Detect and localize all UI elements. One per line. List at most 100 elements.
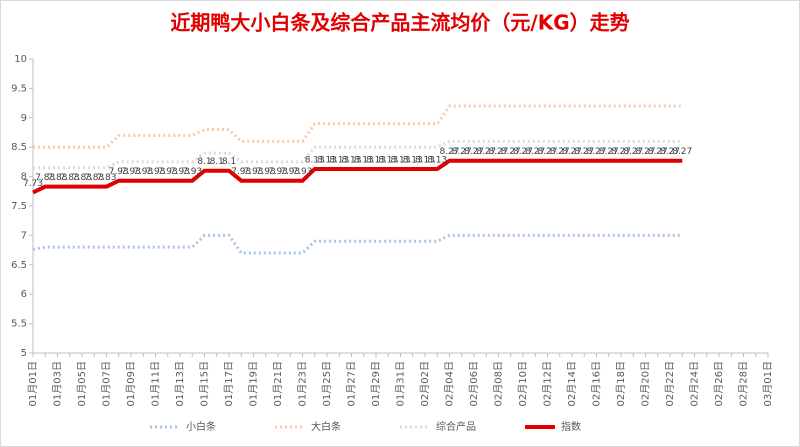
x-tick-label: 02月24日 xyxy=(689,361,701,406)
data-label: 7.93 xyxy=(268,167,288,177)
x-tick-label: 01月15日 xyxy=(199,361,211,406)
data-label: 7.93 xyxy=(158,167,178,177)
x-tick-label: 02月06日 xyxy=(468,361,480,406)
data-label: 8.27 xyxy=(525,147,545,157)
legend-label: 大白条 xyxy=(311,420,341,433)
data-label: 8.27 xyxy=(623,147,643,157)
data-label: 7.93 xyxy=(280,167,300,177)
data-label: 7.83 xyxy=(96,173,116,183)
data-label: 7.83 xyxy=(84,173,104,183)
data-label: 8.1 xyxy=(197,157,211,167)
data-label: 8.13 xyxy=(390,155,410,165)
data-label: 8.27 xyxy=(648,147,668,157)
data-label: 7.93 xyxy=(292,167,312,177)
x-tick-label: 02月08日 xyxy=(493,361,505,406)
data-label: 7.83 xyxy=(60,173,80,183)
data-label: 8.13 xyxy=(366,155,386,165)
data-label: 8.13 xyxy=(341,155,361,165)
x-tick-label: 01月17日 xyxy=(223,361,235,406)
series-line xyxy=(33,139,683,170)
data-label: 8.13 xyxy=(329,155,349,165)
data-label: 8.27 xyxy=(464,147,484,157)
data-label: 8.27 xyxy=(501,147,521,157)
data-label: 7.93 xyxy=(109,167,129,177)
y-tick-label: 9 xyxy=(21,113,27,124)
y-tick-label: 9.5 xyxy=(11,83,27,94)
data-label: 8.13 xyxy=(427,155,447,165)
x-tick-label: 02月04日 xyxy=(444,361,456,406)
data-label: 8.27 xyxy=(439,147,459,157)
series-line xyxy=(32,158,683,195)
x-tick-label: 01月13日 xyxy=(174,361,186,406)
data-label: 8.27 xyxy=(611,147,631,157)
data-label: 8.13 xyxy=(354,155,374,165)
data-label: 8.1 xyxy=(210,157,224,167)
x-tick-label: 01月23日 xyxy=(297,361,309,406)
y-tick-label: 8.5 xyxy=(11,142,27,153)
data-label: 8.1 xyxy=(222,157,236,167)
x-tick-label: 01月09日 xyxy=(125,361,137,406)
data-label: 8.27 xyxy=(660,147,680,157)
data-label: 8.27 xyxy=(562,147,582,157)
data-label: 7.93 xyxy=(182,167,202,177)
data-label: 7.83 xyxy=(47,173,67,183)
data-label: 8.13 xyxy=(317,155,337,165)
x-tick-label: 01月21日 xyxy=(272,361,284,406)
x-tick-label: 02月16日 xyxy=(591,361,603,406)
x-tick-label: 02月26日 xyxy=(713,361,725,406)
data-label: 8.13 xyxy=(305,155,325,165)
data-label: 8.27 xyxy=(476,147,496,157)
data-label: 8.27 xyxy=(586,147,606,157)
x-tick-label: 02月20日 xyxy=(640,361,652,406)
data-label: 8.13 xyxy=(403,155,423,165)
data-label: 8.27 xyxy=(537,147,557,157)
y-tick-label: 7.5 xyxy=(11,201,27,212)
data-label: 7.93 xyxy=(243,167,263,177)
data-label: 8.27 xyxy=(672,147,692,157)
data-label: 8.27 xyxy=(488,147,508,157)
data-label: 7.73 xyxy=(23,179,43,189)
x-tick-label: 02月18日 xyxy=(615,361,627,406)
y-tick-label: 5 xyxy=(21,348,27,359)
data-label: 7.93 xyxy=(231,167,251,177)
x-tick-label: 02月02日 xyxy=(419,361,431,406)
data-label: 7.93 xyxy=(256,167,276,177)
series-line xyxy=(32,233,683,255)
x-tick-label: 02月14日 xyxy=(566,361,578,406)
data-label: 8.27 xyxy=(574,147,594,157)
x-tick-label: 01月25日 xyxy=(321,361,333,406)
x-tick-label: 01月05日 xyxy=(76,361,88,406)
legend-label: 小白条 xyxy=(186,420,216,433)
x-tick-label: 02月12日 xyxy=(542,361,554,406)
x-tick-label: 01月11日 xyxy=(150,361,162,406)
data-label: 8.27 xyxy=(635,147,655,157)
data-label: 8.13 xyxy=(415,155,435,165)
chart-title: 近期鸭大小白条及综合产品主流均价（元/KG）走势 xyxy=(170,11,629,35)
legend-label: 综合产品 xyxy=(436,420,476,433)
y-tick-label: 6.5 xyxy=(11,260,27,271)
x-tick-label: 02月22日 xyxy=(664,361,676,406)
data-label: 7.93 xyxy=(121,167,141,177)
data-label: 8.27 xyxy=(513,147,533,157)
data-label: 8.27 xyxy=(599,147,619,157)
legend-label: 指数 xyxy=(561,420,581,433)
y-tick-label: 7 xyxy=(21,230,27,241)
x-tick-label: 01月07日 xyxy=(101,361,113,406)
data-label: 8.13 xyxy=(378,155,398,165)
x-tick-label: 01月19日 xyxy=(248,361,260,406)
x-tick-label: 02月10日 xyxy=(517,361,529,406)
y-tick-label: 10 xyxy=(14,54,27,65)
x-tick-label: 01月27日 xyxy=(346,361,358,406)
x-tick-label: 02月28日 xyxy=(738,361,750,406)
data-label: 7.93 xyxy=(145,167,165,177)
data-label: 7.83 xyxy=(35,173,55,183)
data-label: 8.27 xyxy=(452,147,472,157)
data-label: 7.93 xyxy=(133,167,153,177)
data-label: 7.83 xyxy=(72,173,92,183)
data-label: 7.93 xyxy=(170,167,190,177)
x-tick-label: 01月01日 xyxy=(27,361,39,406)
x-tick-label: 03月01日 xyxy=(762,361,774,406)
x-tick-label: 01月29日 xyxy=(370,361,382,406)
